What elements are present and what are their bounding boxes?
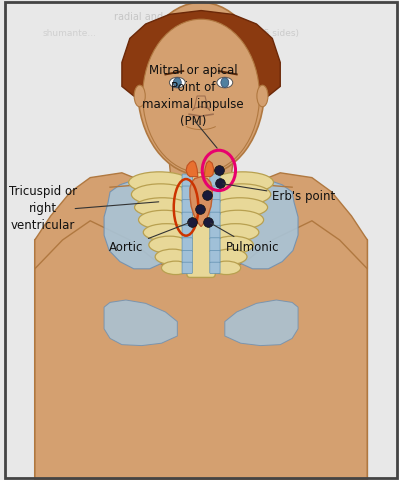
- Text: Tricuspid or
right
ventricular: Tricuspid or right ventricular: [9, 185, 77, 232]
- Polygon shape: [35, 202, 367, 480]
- Ellipse shape: [162, 261, 190, 275]
- Ellipse shape: [212, 172, 273, 193]
- FancyBboxPatch shape: [182, 174, 192, 191]
- Ellipse shape: [212, 224, 259, 241]
- Ellipse shape: [212, 236, 253, 253]
- Ellipse shape: [212, 249, 247, 264]
- Text: Mitral or apical
Point of
maximal impulse
(PM): Mitral or apical Point of maximal impuls…: [142, 64, 244, 128]
- Polygon shape: [104, 181, 177, 269]
- Ellipse shape: [212, 198, 268, 217]
- Text: Aortic: Aortic: [109, 223, 189, 254]
- FancyBboxPatch shape: [210, 212, 220, 228]
- Polygon shape: [104, 300, 177, 346]
- FancyBboxPatch shape: [210, 262, 220, 274]
- Ellipse shape: [170, 77, 185, 88]
- Ellipse shape: [257, 85, 268, 107]
- FancyBboxPatch shape: [210, 238, 220, 252]
- Polygon shape: [190, 177, 212, 227]
- Ellipse shape: [131, 184, 190, 205]
- Polygon shape: [225, 181, 298, 269]
- FancyBboxPatch shape: [210, 251, 220, 263]
- Ellipse shape: [138, 210, 190, 229]
- Ellipse shape: [212, 210, 264, 229]
- Ellipse shape: [217, 77, 233, 88]
- Polygon shape: [225, 300, 298, 346]
- Ellipse shape: [155, 249, 190, 264]
- Text: radial and moni...: radial and moni...: [114, 12, 200, 22]
- FancyBboxPatch shape: [187, 171, 215, 277]
- FancyBboxPatch shape: [210, 186, 220, 203]
- Ellipse shape: [134, 198, 190, 217]
- FancyBboxPatch shape: [210, 174, 220, 191]
- Polygon shape: [35, 173, 367, 274]
- Ellipse shape: [212, 184, 271, 205]
- Ellipse shape: [138, 2, 265, 175]
- Text: 8-25 sides): 8-25 sides): [249, 29, 298, 38]
- Text: Erb's point: Erb's point: [223, 184, 336, 204]
- Polygon shape: [122, 11, 280, 102]
- FancyBboxPatch shape: [182, 238, 192, 252]
- Ellipse shape: [149, 236, 190, 253]
- FancyBboxPatch shape: [182, 251, 192, 263]
- FancyBboxPatch shape: [182, 200, 192, 215]
- FancyBboxPatch shape: [182, 186, 192, 203]
- FancyBboxPatch shape: [210, 200, 220, 215]
- Circle shape: [221, 78, 229, 87]
- Ellipse shape: [143, 224, 190, 241]
- Ellipse shape: [143, 19, 259, 173]
- FancyBboxPatch shape: [210, 225, 220, 240]
- FancyBboxPatch shape: [182, 212, 192, 228]
- Polygon shape: [186, 161, 198, 177]
- Circle shape: [173, 78, 181, 87]
- Ellipse shape: [128, 172, 190, 193]
- Text: shumante...: shumante...: [43, 29, 97, 38]
- Ellipse shape: [212, 261, 241, 275]
- Polygon shape: [204, 161, 214, 177]
- Text: Pulmonic: Pulmonic: [211, 223, 279, 254]
- Ellipse shape: [134, 85, 145, 107]
- Polygon shape: [170, 163, 233, 202]
- FancyBboxPatch shape: [182, 262, 192, 274]
- FancyBboxPatch shape: [182, 225, 192, 240]
- Polygon shape: [192, 96, 210, 110]
